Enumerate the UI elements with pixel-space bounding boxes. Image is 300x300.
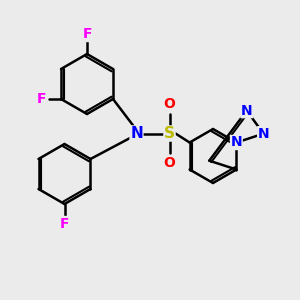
Text: N: N — [130, 126, 143, 141]
Text: O: O — [164, 156, 175, 170]
Text: N: N — [231, 136, 242, 149]
Text: F: F — [60, 217, 69, 230]
Text: O: O — [164, 98, 175, 111]
Text: F: F — [82, 28, 92, 41]
Text: F: F — [37, 92, 46, 106]
Text: S: S — [164, 126, 175, 141]
Text: N: N — [258, 127, 269, 141]
Text: N: N — [241, 103, 253, 118]
